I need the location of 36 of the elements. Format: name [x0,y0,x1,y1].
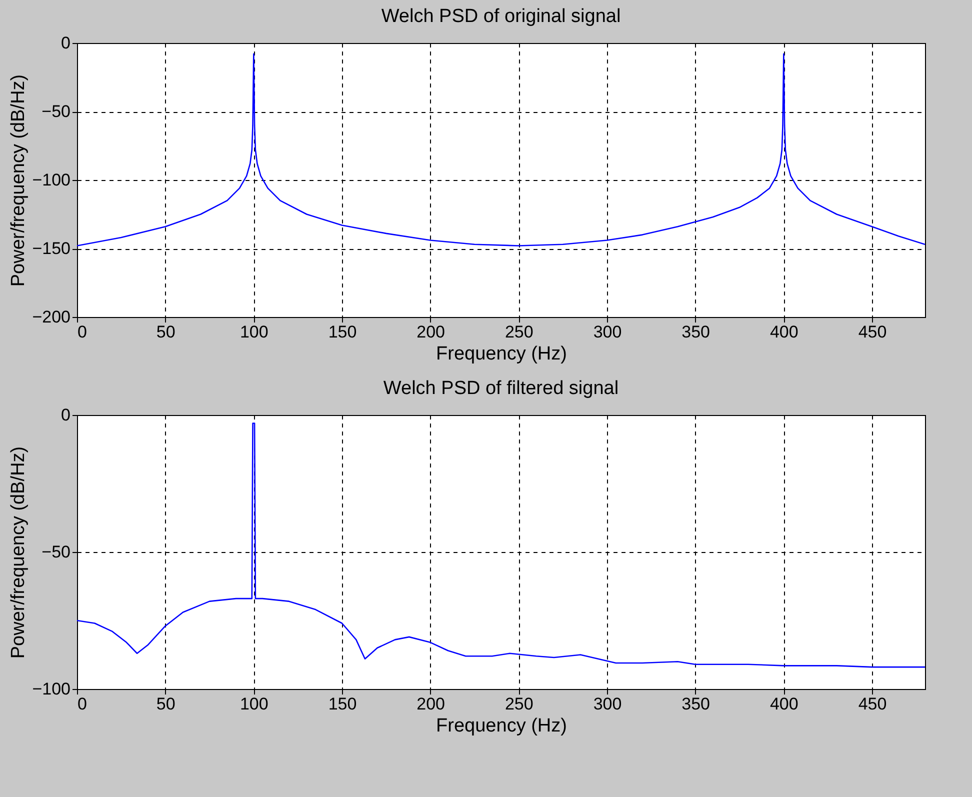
x-tick-label: 50 [156,694,176,714]
x-axis-title: Frequency (Hz) [436,344,567,364]
x-tick-label: 0 [78,694,87,714]
y-tick-label: −100 [32,170,70,190]
x-tick-label: 50 [156,322,176,342]
x-axis-title: Frequency (Hz) [436,716,567,736]
x-tick-label: 150 [328,322,357,342]
x-tick-label: 150 [328,694,357,714]
x-tick-label: 400 [770,322,798,342]
y-axis-title: Power/frequency (dB/Hz) [8,74,30,287]
x-tick-label: 450 [858,322,887,342]
y-tick-label: −150 [32,239,70,258]
line-series [77,53,925,246]
y-tick-label: −50 [42,102,70,121]
x-tick-label: 200 [416,694,446,714]
x-tick-label: 300 [593,322,622,342]
line-series [77,422,925,668]
y-tick-label: 0 [61,406,70,424]
y-tick-label: 0 [61,34,70,52]
x-tick-label: 350 [682,322,710,342]
x-tick-label: 300 [593,694,622,714]
x-tick-label: 450 [858,694,887,714]
x-tick-label: 200 [416,322,446,342]
x-tick-label: 250 [504,322,534,342]
chart-title: Welch PSD of filtered signal [383,378,619,399]
chart-title: Welch PSD of original signal [381,6,621,27]
y-tick-label: −200 [32,308,70,326]
y-tick-label: −100 [32,680,70,698]
x-tick-label: 350 [682,694,710,714]
x-tick-label: 0 [78,322,87,342]
x-tick-label: 100 [240,322,268,342]
x-tick-label: 250 [504,694,534,714]
x-tick-label: 400 [770,694,798,714]
y-axis-title: Power/frequency (dB/Hz) [8,446,30,659]
x-tick-label: 100 [240,694,268,714]
y-tick-label: −50 [42,542,70,562]
